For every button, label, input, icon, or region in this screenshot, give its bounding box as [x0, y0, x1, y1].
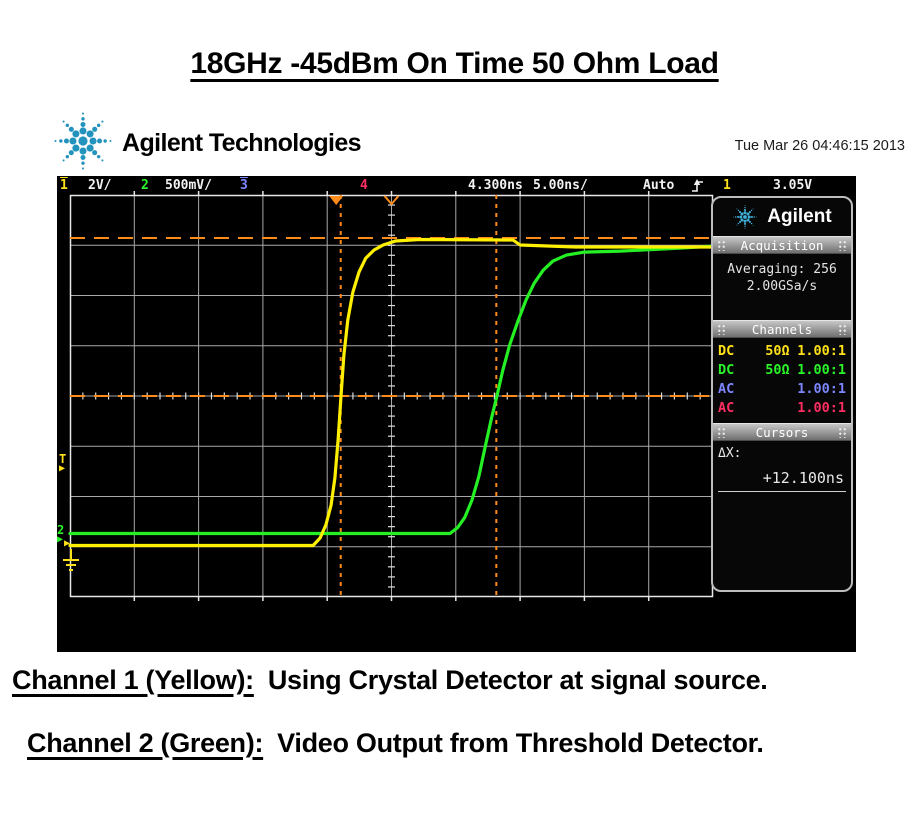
trigger-position-marker[interactable]	[329, 196, 344, 205]
vendor-name: Agilent Technologies	[122, 129, 362, 157]
delta-x-label: ΔX:	[718, 446, 742, 461]
channel-row-3[interactable]: AC 1.00:1	[713, 380, 851, 399]
ch4-probe: 1.00:1	[797, 400, 846, 416]
delta-x-value: +12.100ns	[762, 469, 844, 487]
caption-channel-1: Channel 1 (Yellow): Using Crystal Detecto…	[12, 665, 768, 696]
ch1-impedance: 50Ω	[765, 343, 790, 359]
ch2-scale[interactable]: 500mV/	[165, 178, 212, 193]
agilent-spark-icon-small	[733, 205, 758, 229]
ch3-coupling: AC	[718, 381, 735, 397]
channels-panel: DC 50Ω 1.00:1 DC 50Ω 1.00:1 AC 1.00:1 AC…	[713, 338, 851, 423]
cursors-title: Cursors	[755, 424, 809, 440]
drag-grip-icon[interactable]	[717, 323, 726, 335]
trigger-level[interactable]: 3.05V	[773, 178, 813, 193]
ch2-number[interactable]: 2	[141, 178, 149, 193]
ch1-probe: 1.00:1	[797, 343, 846, 359]
trigger-level-marker[interactable]: T ▶	[59, 451, 67, 474]
waveform-ch2	[68, 244, 715, 536]
channels-title: Channels	[751, 321, 813, 337]
trigger-edge-icon	[692, 179, 703, 192]
drag-grip-icon[interactable]	[838, 426, 847, 438]
channel-row-4[interactable]: AC 1.00:1	[713, 399, 851, 418]
ch4-number[interactable]: 4	[360, 178, 368, 193]
drag-grip-icon[interactable]	[717, 426, 726, 438]
oscilloscope-screen: 1 2V/ 2 500mV/ 3 4 4.300ns 5.00ns/ Auto …	[57, 176, 856, 652]
ch2-coupling: DC	[718, 362, 735, 378]
ch2-ground-marker[interactable]: 2 ▶	[57, 523, 65, 546]
timestamp: Tue Mar 26 04:46:15 2013	[734, 138, 905, 154]
ch4-coupling: AC	[718, 400, 735, 416]
ch1-scale[interactable]: 2V/	[88, 178, 112, 193]
ch1-number[interactable]: 1	[60, 178, 68, 193]
panel-header-channels[interactable]: Channels	[713, 320, 851, 338]
page-title: 18GHz -45dBm On Time 50 Ohm Load	[190, 47, 719, 80]
acquisition-title: Acquisition	[740, 237, 824, 253]
ch2-impedance: 50Ω	[765, 362, 790, 378]
cursors-panel: ΔX: +12.100ns	[713, 441, 851, 492]
sample-rate: 2.00GSa/s	[746, 279, 818, 294]
ch1-coupling: DC	[718, 343, 735, 359]
trigger-source[interactable]: 1	[723, 178, 731, 193]
scope-graticule	[68, 191, 715, 601]
caption-2-label: Channel 2 (Green):	[27, 728, 264, 758]
acquisition-mode: Averaging: 256	[727, 262, 837, 277]
sidebar-brand: Agilent	[713, 198, 851, 236]
caption-1-text: Using Crystal Detector at signal source.	[267, 665, 768, 695]
scope-sidebar: Agilent Acquisition Averaging: 256 2.00G…	[711, 196, 853, 592]
timebase-readout[interactable]: 5.00ns/	[533, 178, 588, 193]
acquisition-panel: Averaging: 256 2.00GSa/s	[713, 254, 851, 320]
caption-channel-2: Channel 2 (Green): Video Output from Thre…	[27, 728, 764, 759]
channel-row-2[interactable]: DC 50Ω 1.00:1	[713, 361, 851, 380]
caption-2-text: Video Output from Threshold Detector.	[277, 728, 764, 758]
ch4-impedance	[758, 399, 798, 418]
time-reference-marker[interactable]	[383, 195, 400, 206]
trigger-mode[interactable]: Auto	[643, 178, 675, 193]
waveform-ch1	[68, 237, 715, 548]
sidebar-brand-label: Agilent	[767, 206, 832, 227]
drag-grip-icon[interactable]	[837, 239, 847, 251]
drag-grip-icon[interactable]	[717, 239, 726, 251]
drag-grip-icon[interactable]	[838, 323, 847, 335]
ground-symbol-icon	[63, 549, 79, 572]
ch3-impedance	[758, 380, 798, 399]
panel-header-acquisition[interactable]: Acquisition	[713, 236, 851, 254]
divider	[718, 491, 846, 492]
scope-status-bar: 1 2V/ 2 500mV/ 3 4 4.300ns 5.00ns/ Auto …	[57, 176, 856, 195]
caption-1-label: Channel 1 (Yellow):	[12, 665, 254, 695]
ch2-probe: 1.00:1	[797, 362, 846, 378]
ch3-number[interactable]: 3	[240, 178, 248, 193]
delay-readout[interactable]: 4.300ns	[468, 178, 523, 193]
channel-row-1[interactable]: DC 50Ω 1.00:1	[713, 342, 851, 361]
agilent-spark-icon	[54, 112, 112, 170]
panel-header-cursors[interactable]: Cursors	[713, 423, 851, 441]
ch1-ground-marker[interactable]: ▶	[64, 538, 71, 550]
ch3-probe: 1.00:1	[797, 381, 846, 397]
